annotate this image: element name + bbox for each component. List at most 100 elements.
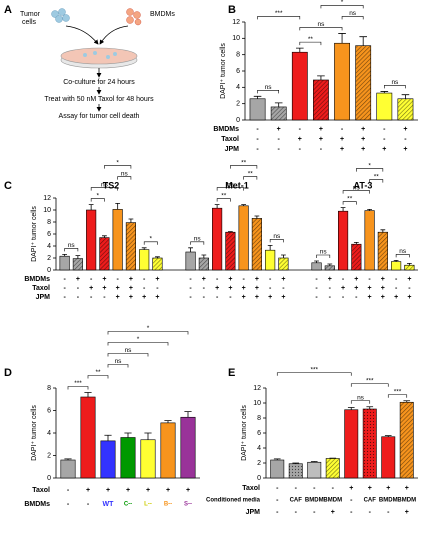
- error-bar: [155, 256, 160, 258]
- row-value: -: [329, 294, 332, 301]
- bar: [288, 463, 303, 479]
- sig-label: ns: [68, 242, 76, 249]
- sig-bracket: [350, 383, 389, 387]
- sig-label: **: [347, 195, 353, 202]
- row-value: -: [77, 294, 80, 301]
- bar: [86, 209, 97, 271]
- error-bar: [353, 242, 359, 245]
- row-value: +: [403, 126, 407, 133]
- row-value: L--: [144, 502, 152, 508]
- row-value: +: [242, 294, 246, 301]
- row-value: -: [90, 276, 93, 283]
- bar: [351, 243, 362, 271]
- sig-label: ns: [125, 347, 133, 354]
- error-bar: [274, 102, 283, 107]
- sig-label: **: [248, 170, 254, 177]
- sig-label: ns: [399, 248, 407, 255]
- sig-label: ***: [394, 388, 402, 395]
- bar: [139, 249, 150, 271]
- row-value: +: [368, 294, 372, 301]
- y-tick-label: 4: [47, 430, 51, 437]
- row-value: +: [255, 276, 259, 283]
- sig-label: ns: [115, 358, 123, 365]
- group-label: AT-3: [354, 180, 373, 190]
- row-value: +: [407, 276, 411, 283]
- bar: [307, 461, 322, 479]
- panel-chart: E DAPI⁺ tumor cells 0 2 4 6 8 10 12 ns *** *** *** Ta…: [206, 366, 418, 516]
- sig-bracket: [104, 165, 132, 169]
- row-value: CAF: [290, 498, 303, 504]
- bar: [198, 257, 209, 271]
- sig-label: ns: [273, 233, 281, 240]
- error-bar: [104, 434, 112, 441]
- sig-label: ***: [366, 377, 374, 384]
- error-bar: [62, 254, 68, 257]
- error-bar: [227, 231, 233, 233]
- sig-bracket: [342, 201, 357, 205]
- row-value: +: [361, 136, 365, 143]
- row-value: -: [313, 485, 316, 492]
- sig-label: *: [150, 236, 153, 243]
- row-value: +: [319, 136, 323, 143]
- y-tick-label: 0: [257, 475, 261, 482]
- row-value: +: [386, 485, 390, 492]
- y-tick-label: 12: [253, 385, 261, 392]
- row-value: +: [129, 285, 133, 292]
- row-value: -: [256, 146, 259, 153]
- row-value: -: [383, 136, 386, 143]
- row-value: -: [269, 285, 272, 292]
- y-tick-label: 10: [253, 400, 261, 407]
- sig-bracket: [117, 176, 132, 180]
- row-value: +: [403, 146, 407, 153]
- sig-bracket: [243, 176, 258, 180]
- y-tick-label: 8: [47, 219, 51, 226]
- bar: [362, 408, 377, 479]
- bar: [313, 79, 329, 121]
- y-tick-label: 2: [47, 255, 51, 262]
- sig-label: **: [308, 36, 314, 43]
- row-value: -: [269, 276, 272, 283]
- y-tick-label: 8: [47, 385, 51, 392]
- row-value: +: [129, 294, 133, 301]
- row-value: -: [315, 294, 318, 301]
- sig-bracket: [299, 27, 343, 31]
- error-bar: [214, 204, 220, 209]
- row-value: -: [63, 285, 66, 292]
- row-value: +: [298, 136, 302, 143]
- bar: [112, 209, 123, 271]
- sig-label: ns: [227, 181, 235, 188]
- y-tick-label: 2: [257, 460, 261, 467]
- row-value: -: [350, 497, 353, 504]
- bar: [225, 231, 236, 271]
- tumor-label: Tumor: [20, 11, 41, 18]
- y-tick-label: 6: [257, 430, 261, 437]
- sig-bracket: [216, 187, 244, 191]
- bar: [278, 257, 289, 271]
- row-value: +: [116, 294, 120, 301]
- row-label: BMDMs: [24, 276, 50, 283]
- row-value: +: [102, 285, 106, 292]
- row-value: -: [203, 294, 206, 301]
- row-value: -: [143, 276, 146, 283]
- row-value: -: [276, 485, 279, 492]
- bar: [60, 459, 76, 479]
- sig-label: ns: [265, 84, 273, 91]
- sig-bracket: [369, 179, 384, 183]
- row-value: -: [276, 509, 279, 516]
- error-bar: [115, 203, 121, 210]
- row-value: +: [354, 285, 358, 292]
- row-value: +: [142, 294, 146, 301]
- y-tick-label: 2: [236, 101, 240, 108]
- sig-bracket: [350, 400, 371, 404]
- row-value: -: [256, 126, 259, 133]
- sig-label: *: [116, 159, 119, 166]
- bar: [397, 98, 414, 121]
- error-bar: [88, 204, 94, 210]
- row-value: -: [156, 285, 159, 292]
- error-bar: [327, 263, 333, 266]
- sig-label: **: [374, 173, 380, 180]
- bar: [270, 106, 287, 121]
- bar: [120, 437, 136, 479]
- y-tick-label: 12: [43, 195, 51, 202]
